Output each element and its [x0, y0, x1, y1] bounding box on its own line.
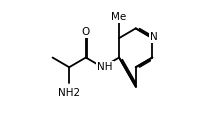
- Text: NH2: NH2: [58, 88, 80, 98]
- Text: NH: NH: [97, 62, 113, 72]
- Text: O: O: [82, 27, 90, 37]
- Text: Me: Me: [111, 12, 127, 22]
- Text: N: N: [150, 32, 158, 42]
